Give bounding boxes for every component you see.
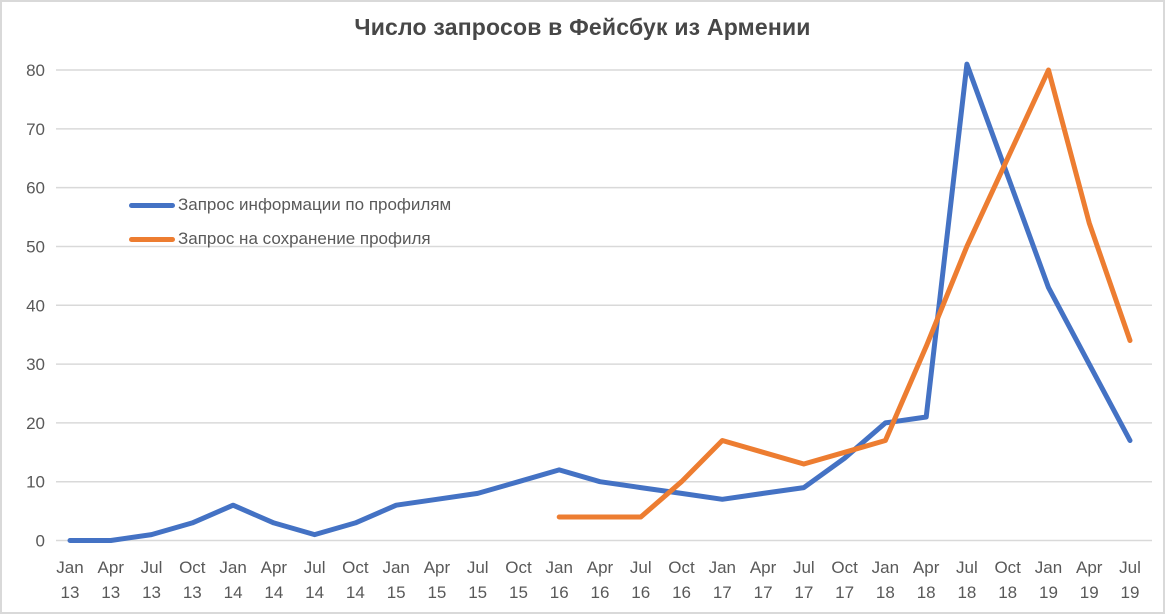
x-axis-label-month: Jan (546, 558, 573, 577)
y-axis-label: 20 (26, 414, 45, 433)
x-axis-label-year: 14 (264, 583, 283, 602)
x-axis-label-month: Jul (630, 558, 652, 577)
x-axis-label-year: 16 (591, 583, 610, 602)
x-axis-label-month: Jan (1035, 558, 1062, 577)
legend: Запрос информации по профилям Запрос на … (129, 188, 451, 256)
x-axis-label-month: Apr (587, 558, 614, 577)
x-axis-label-month: Jul (467, 558, 489, 577)
series-line-0 (67, 61, 1133, 543)
x-axis-label-year: 16 (631, 583, 650, 602)
y-axis-label: 10 (26, 473, 45, 492)
x-axis-label-month: Jan (382, 558, 409, 577)
y-axis-label: 80 (26, 61, 45, 80)
x-axis-label-year: 19 (1121, 583, 1140, 602)
legend-swatch-blue-line (129, 202, 175, 208)
x-axis-label-month: Jan (219, 558, 246, 577)
x-axis-label-year: 17 (794, 583, 813, 602)
x-axis-label-year: 13 (61, 583, 80, 602)
x-axis-label-month: Oct (994, 558, 1021, 577)
x-axis-label-month: Apr (913, 558, 940, 577)
legend-swatch-orange-line (129, 236, 175, 242)
y-axis-label: 40 (26, 296, 45, 315)
x-axis-label-month: Apr (261, 558, 288, 577)
y-axis-label: 50 (26, 237, 45, 256)
x-axis-label-month: Apr (98, 558, 125, 577)
x-axis-label-month: Jul (304, 558, 326, 577)
legend-item-profile-preservation: Запрос на сохранение профиля (129, 222, 451, 256)
x-axis-label-year: 17 (754, 583, 773, 602)
x-axis-label-year: 13 (142, 583, 161, 602)
x-axis-label-month: Jul (956, 558, 978, 577)
x-axis-label-month: Oct (179, 558, 206, 577)
legend-item-profile-info: Запрос информации по профилям (129, 188, 451, 222)
x-axis-label-month: Jul (141, 558, 163, 577)
x-axis-label-year: 17 (713, 583, 732, 602)
x-axis-label-year: 18 (917, 583, 936, 602)
x-axis-label-month: Apr (1076, 558, 1103, 577)
x-axis-label-month: Jul (1119, 558, 1141, 577)
x-axis-label-year: 16 (672, 583, 691, 602)
x-axis-label-year: 13 (101, 583, 120, 602)
x-axis-label-year: 14 (346, 583, 365, 602)
x-axis-label-month: Jan (56, 558, 83, 577)
x-axis-label-month: Oct (831, 558, 858, 577)
x-axis-label-year: 17 (835, 583, 854, 602)
x-axis-label-year: 15 (509, 583, 528, 602)
x-axis-label-month: Jul (793, 558, 815, 577)
legend-label: Запрос информации по профилям (178, 195, 452, 214)
x-axis-label-year: 19 (1080, 583, 1099, 602)
x-axis-label-year: 18 (998, 583, 1017, 602)
x-axis-label-year: 19 (1039, 583, 1058, 602)
x-axis-label-month: Apr (750, 558, 777, 577)
x-axis-label-year: 15 (468, 583, 487, 602)
x-axis-label-year: 18 (876, 583, 895, 602)
x-axis-label-year: 16 (550, 583, 569, 602)
x-axis-label-year: 15 (387, 583, 406, 602)
legend-label: Запрос на сохранение профиля (178, 229, 431, 248)
x-axis-label-year: 13 (183, 583, 202, 602)
y-axis-label: 0 (36, 532, 45, 551)
x-axis-label-month: Jan (709, 558, 736, 577)
x-axis-label-year: 14 (224, 583, 243, 602)
x-axis-label-month: Oct (342, 558, 369, 577)
x-axis-label-year: 18 (957, 583, 976, 602)
y-axis-label: 70 (26, 120, 45, 139)
x-axis-label-month: Jan (872, 558, 899, 577)
x-axis-label-month: Oct (505, 558, 532, 577)
x-axis-label-year: 15 (427, 583, 446, 602)
y-axis-label: 60 (26, 179, 45, 198)
series-line-1 (556, 67, 1133, 520)
x-axis-label-year: 14 (305, 583, 324, 602)
x-axis-label-month: Oct (668, 558, 695, 577)
chart-title: Число запросов в Фейсбук из Армении (354, 14, 811, 40)
y-axis-label: 30 (26, 355, 45, 374)
x-axis-label-month: Apr (424, 558, 451, 577)
